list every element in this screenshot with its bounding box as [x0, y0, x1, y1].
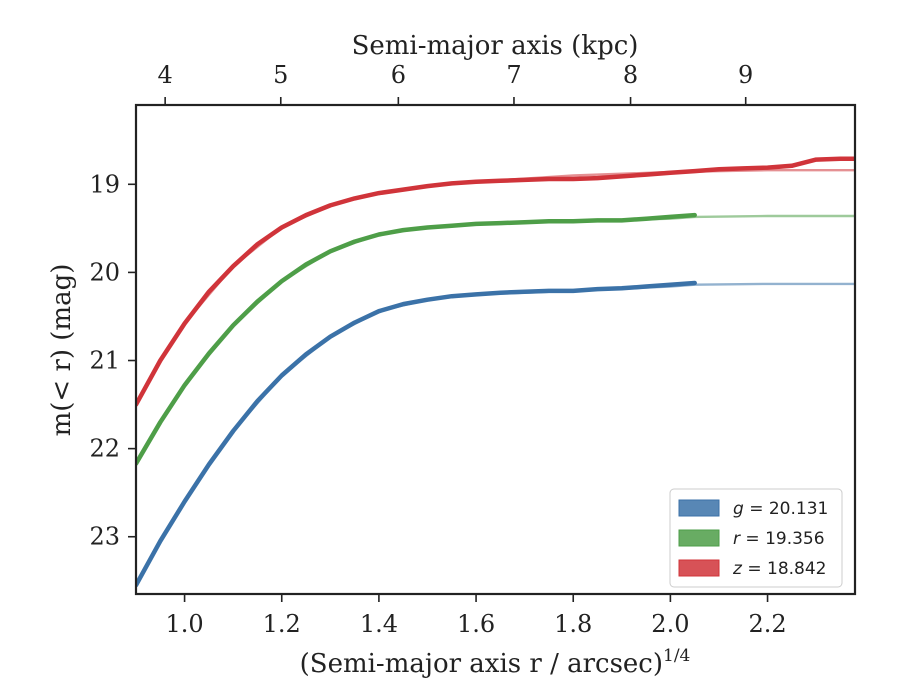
- ticks-layer: 1.0 1.2 1.4 1.6 1.8 2.0 2.2 19 20 21 22 23 4 5 6 7 8 9: [89, 61, 786, 638]
- series-g-line: [136, 280, 697, 588]
- series-z-line: [136, 156, 855, 407]
- top-tick-label-3: 7: [506, 61, 521, 89]
- legend-value-r: 19.356: [765, 529, 824, 549]
- legend-label-r: r = 19.356: [733, 529, 825, 549]
- top-tick-label-5: 9: [738, 61, 753, 89]
- legend-value-z: 18.842: [767, 559, 826, 579]
- legend-label-z: z = 18.842: [732, 559, 826, 579]
- legend-swatch-r: [678, 529, 720, 547]
- legend-swatch-g: [678, 499, 720, 517]
- legend-swatch-z: [678, 559, 720, 577]
- top-tick-label-1: 5: [273, 61, 288, 89]
- x-tick-label-3: 1.6: [457, 610, 495, 638]
- top-tick-label-4: 8: [623, 61, 638, 89]
- legend-equals-r: =: [740, 529, 765, 549]
- legend-value-g: 20.131: [769, 499, 828, 519]
- x-axis-title-text: (Semi-major axis r / arcsec): [300, 649, 663, 679]
- x-axis-title: (Semi-major axis r / arcsec)1/4: [300, 646, 691, 679]
- legend-band-z: z: [732, 559, 743, 579]
- x-tick-label-5: 2.0: [651, 610, 689, 638]
- y-tick-label-3: 22: [89, 435, 120, 463]
- y-tick-label-0: 19: [89, 170, 120, 198]
- top-tick-label-2: 6: [391, 61, 406, 89]
- plot-frame: [134, 103, 857, 596]
- legend-band-g: g: [733, 499, 744, 519]
- y-tick-label-1: 20: [89, 258, 120, 286]
- legend-label-g: g = 20.131: [733, 499, 828, 519]
- series-g-model-line: [183, 282, 855, 503]
- top-axis-title: Semi-major axis (kpc): [352, 31, 639, 61]
- series-r-model-line: [183, 214, 855, 386]
- legend-equals-g: =: [744, 499, 769, 519]
- y-axis-title: m(< r) (mag): [47, 264, 77, 437]
- legend-band-r: r: [733, 529, 741, 549]
- series-r-line: [136, 212, 697, 466]
- legend: g = 20.131 r = 19.356 z = 18.842: [669, 488, 843, 588]
- legend-equals-z: =: [742, 559, 767, 579]
- x-tick-label-4: 1.8: [554, 610, 592, 638]
- x-tick-label-1: 1.2: [263, 610, 301, 638]
- x-tick-label-6: 2.2: [748, 610, 786, 638]
- y-tick-label-2: 21: [89, 347, 120, 375]
- series-z-model-line: [183, 168, 855, 325]
- x-axis-title-exponent: 1/4: [663, 646, 690, 666]
- top-tick-label-0: 4: [158, 61, 173, 89]
- y-tick-label-4: 23: [89, 523, 120, 551]
- x-tick-label-0: 1.0: [165, 610, 203, 638]
- x-tick-label-2: 1.4: [360, 610, 398, 638]
- legend-entries: g = 20.131 r = 19.356 z = 18.842: [678, 499, 828, 579]
- series-layer: [136, 156, 855, 588]
